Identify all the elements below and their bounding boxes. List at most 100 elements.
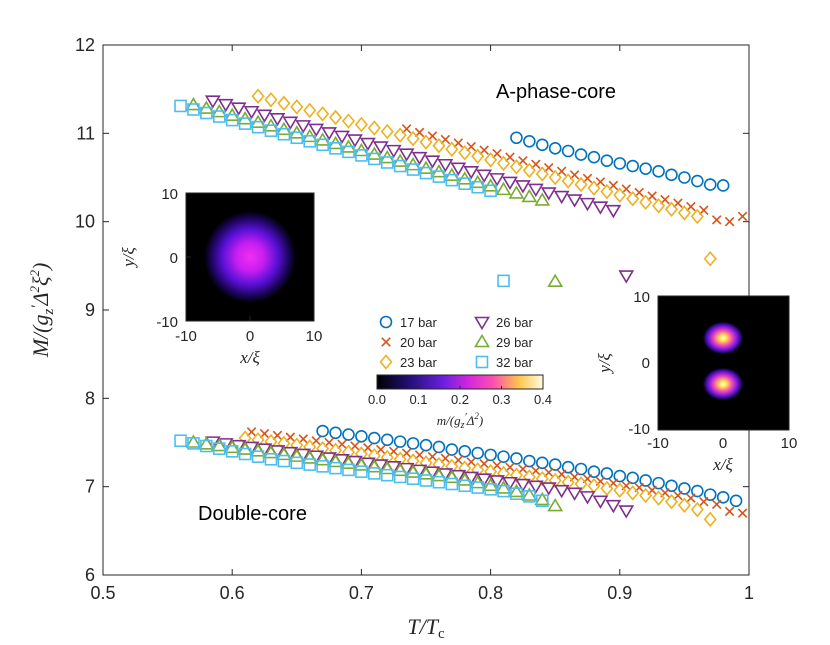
data-point — [288, 448, 305, 462]
data-point — [535, 456, 549, 470]
legend-marker — [474, 316, 490, 331]
data-point — [522, 469, 536, 485]
data-point — [355, 465, 368, 478]
data-point — [437, 158, 454, 173]
data-point — [450, 162, 467, 176]
data-point — [212, 442, 226, 455]
data-point — [664, 201, 679, 218]
data-point — [277, 127, 291, 141]
data-point — [703, 251, 717, 267]
legend-marker — [475, 355, 489, 369]
data-point — [380, 433, 394, 447]
data-point — [187, 103, 200, 116]
data-point-stroke — [737, 211, 748, 222]
x-tick-label: 0.8 — [478, 583, 503, 603]
data-point — [238, 117, 252, 130]
y-tick-label: 10 — [75, 212, 95, 232]
data-point — [605, 499, 622, 514]
data-point — [418, 466, 434, 480]
data-point — [691, 484, 704, 498]
data-point — [639, 474, 652, 487]
inset-single-core-ylabel: y/ξ — [119, 247, 138, 269]
data-point — [737, 211, 748, 222]
colorbar-tick-label: 0.1 — [409, 392, 427, 407]
data-point — [200, 439, 213, 453]
data-point — [251, 450, 265, 463]
data-point — [592, 495, 609, 509]
colorbar-tick-label: 0.0 — [368, 392, 386, 407]
data-point — [523, 490, 536, 503]
data-point — [626, 485, 640, 501]
data-point — [406, 163, 420, 176]
series-32-bar — [174, 99, 549, 508]
data-point — [677, 497, 691, 513]
data-point — [211, 437, 228, 452]
data-point — [508, 483, 525, 498]
data-point — [308, 123, 325, 137]
data-point — [476, 169, 493, 183]
tick-labels: 0.5 0.6 0.7 0.8 0.9 1 6 7 8 9 10 11 12 — [75, 35, 754, 603]
data-point — [282, 116, 299, 130]
legend-label: 29 bar — [496, 335, 534, 350]
data-point — [458, 145, 472, 161]
data-point-stroke — [724, 216, 735, 227]
data-point — [463, 166, 480, 180]
data-point — [548, 142, 562, 155]
data-point — [303, 134, 317, 148]
data-point-stroke — [737, 508, 748, 518]
series-17-bar — [316, 131, 743, 508]
data-point — [496, 155, 511, 172]
annotation-double-core: Double-core — [198, 503, 307, 525]
inset-single-core: -10 0 10 10 0 -10 x/ξ y/ξ — [119, 186, 322, 367]
data-point — [458, 177, 472, 190]
data-point — [393, 127, 407, 143]
data-point — [200, 106, 213, 120]
data-point — [393, 159, 407, 173]
data-point — [639, 487, 653, 504]
data-point — [711, 215, 722, 225]
series-23-bar — [238, 88, 717, 528]
inset-single-core-xtick: 10 — [306, 328, 323, 345]
data-point — [379, 460, 396, 475]
inset-double-core-xtick: -10 — [647, 435, 669, 452]
data-point — [316, 106, 330, 122]
inset-single-core-xlabel: x/ξ — [239, 348, 260, 367]
data-point — [574, 476, 588, 492]
data-point — [587, 180, 601, 196]
series-20-bar — [246, 124, 748, 518]
data-point — [406, 437, 420, 450]
data-point — [398, 148, 415, 162]
data-point — [522, 162, 536, 179]
x-tick-label: 1 — [744, 583, 754, 603]
data-point — [251, 88, 265, 104]
data-point — [600, 154, 614, 168]
inset-single-core-xtick: 0 — [246, 328, 254, 345]
data-point — [484, 152, 498, 168]
data-point — [574, 148, 588, 161]
data-point — [355, 149, 368, 162]
data-point — [275, 446, 292, 461]
data-point — [458, 479, 472, 493]
inset-double-core-ytick: 10 — [633, 289, 650, 306]
data-point — [509, 159, 523, 175]
data-point — [321, 127, 338, 141]
data-point — [711, 499, 722, 510]
colorbar-tick-label: 0.3 — [492, 392, 510, 407]
data-point — [432, 475, 446, 489]
data-point — [372, 141, 389, 155]
data-point — [354, 116, 368, 133]
inset-double-core-ytick: 0 — [642, 355, 650, 372]
colorbar-ticks: 0.0 0.1 0.2 0.3 0.4 — [368, 386, 552, 407]
data-point — [510, 487, 523, 501]
data-point — [471, 481, 484, 494]
data-point — [626, 159, 640, 173]
y-tick-label: 8 — [85, 388, 95, 408]
data-point — [737, 508, 748, 518]
data-point — [677, 205, 691, 221]
data-point — [303, 458, 317, 471]
x-tick-label: 0.6 — [220, 583, 245, 603]
data-point — [652, 476, 665, 490]
data-point — [600, 480, 614, 497]
data-point — [618, 505, 635, 519]
data-point — [445, 173, 459, 187]
